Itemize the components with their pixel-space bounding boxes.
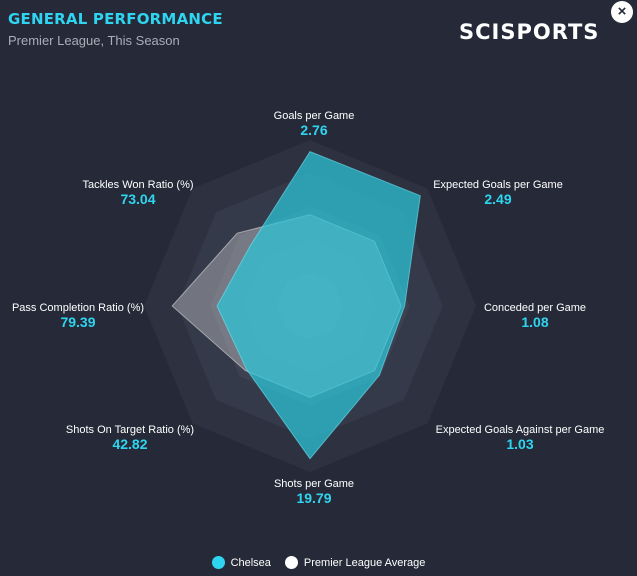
axis-label: Shots On Target Ratio (%): [66, 424, 194, 436]
series-area-chelsea: [216, 150, 421, 460]
axis-label: Expected Goals Against per Game: [436, 424, 605, 436]
axis-label: Pass Completion Ratio (%): [12, 302, 144, 314]
axis-value: 79.39: [60, 314, 95, 330]
axis-value: 42.82: [112, 436, 147, 452]
axis-value: 2.76: [300, 122, 327, 138]
legend-item-chelsea[interactable]: Chelsea: [211, 556, 271, 569]
axis-label: Goals per Game: [274, 110, 355, 122]
axis-value: 19.79: [296, 490, 331, 506]
legend-item-league-average[interactable]: Premier League Average: [284, 556, 426, 569]
axis-value: 1.03: [506, 436, 533, 452]
close-button[interactable]: ×: [611, 1, 633, 23]
chelsea-legend-dot-icon: [211, 556, 225, 569]
axis-label: Expected Goals per Game: [433, 179, 563, 191]
legend-label-league-average: Premier League Average: [303, 556, 426, 569]
axis-value: 73.04: [120, 191, 155, 207]
scisports-logo: SCISPORTS: [459, 20, 600, 44]
league-average-legend-dot-icon: [284, 556, 298, 569]
legend-label-chelsea: Chelsea: [230, 556, 271, 569]
chart-title: GENERAL PERFORMANCE: [8, 10, 223, 28]
chart-subtitle: Premier League, This Season: [8, 33, 180, 48]
axis-label: Shots per Game: [274, 478, 354, 490]
axis-label: Tackles Won Ratio (%): [82, 179, 193, 191]
chart-legend: Chelsea Premier League Average: [0, 556, 637, 569]
axis-label: Conceded per Game: [484, 302, 586, 314]
axis-value: 2.49: [484, 191, 511, 207]
axis-value: 1.08: [521, 314, 548, 330]
